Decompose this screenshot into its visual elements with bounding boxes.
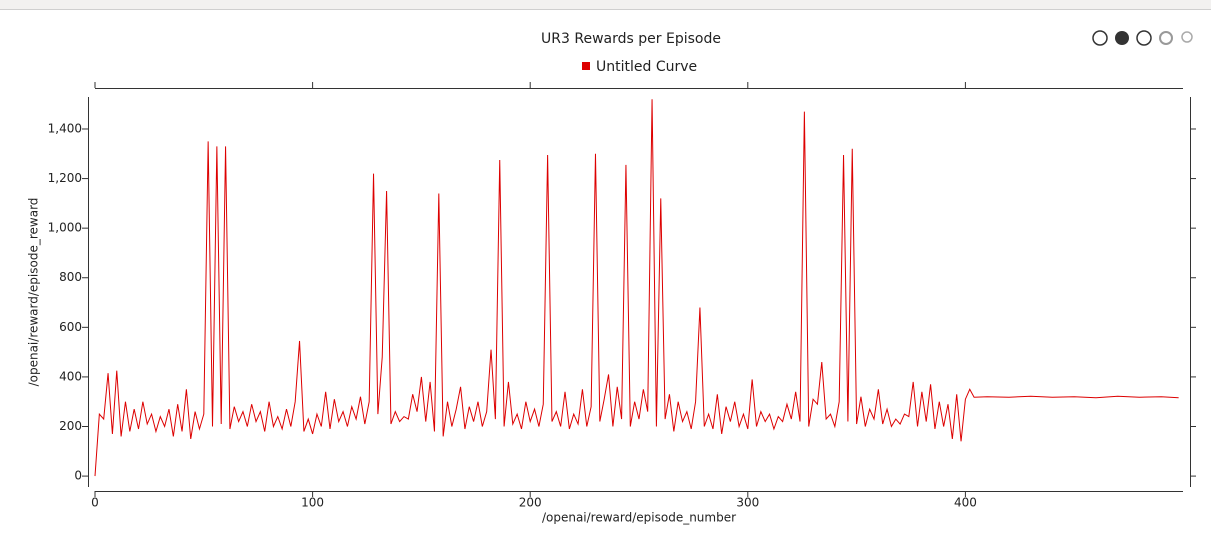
y-tick-label: 400 <box>59 369 82 383</box>
window-strip <box>0 0 1211 9</box>
y-tick-label: 1,200 <box>48 171 82 185</box>
x-axis-label: /openai/reward/episode_number <box>542 511 736 525</box>
x-tick-label: 0 <box>91 496 99 510</box>
y-tick-label: 800 <box>59 270 82 284</box>
plot-area <box>95 97 1183 487</box>
line-series <box>94 99 1179 477</box>
x-tick-label: 300 <box>736 496 759 510</box>
x-tick-label: 200 <box>519 496 542 510</box>
y-tick-label: 600 <box>59 320 82 334</box>
toolbar <box>1092 30 1193 46</box>
y-tick-label: 1,000 <box>48 221 82 235</box>
settings-button[interactable] <box>1159 31 1173 45</box>
chart-title: UR3 Rewards per Episode <box>541 31 721 47</box>
legend-label: Untitled Curve <box>596 59 697 75</box>
x-tick-label: 400 <box>954 496 977 510</box>
eject-button[interactable] <box>1136 30 1152 46</box>
y-tick-label: 200 <box>59 419 82 433</box>
y-tick-label: 1,400 <box>48 121 82 135</box>
y-axis-label: /openai/reward/episode_reward <box>27 198 41 387</box>
x-tick-label: 100 <box>301 496 324 510</box>
clear-button[interactable] <box>1115 31 1129 45</box>
y-tick-label: 0 <box>74 469 82 483</box>
legend-swatch <box>582 62 590 70</box>
zoom-button[interactable] <box>1181 31 1193 43</box>
pause-button[interactable] <box>1092 30 1108 46</box>
